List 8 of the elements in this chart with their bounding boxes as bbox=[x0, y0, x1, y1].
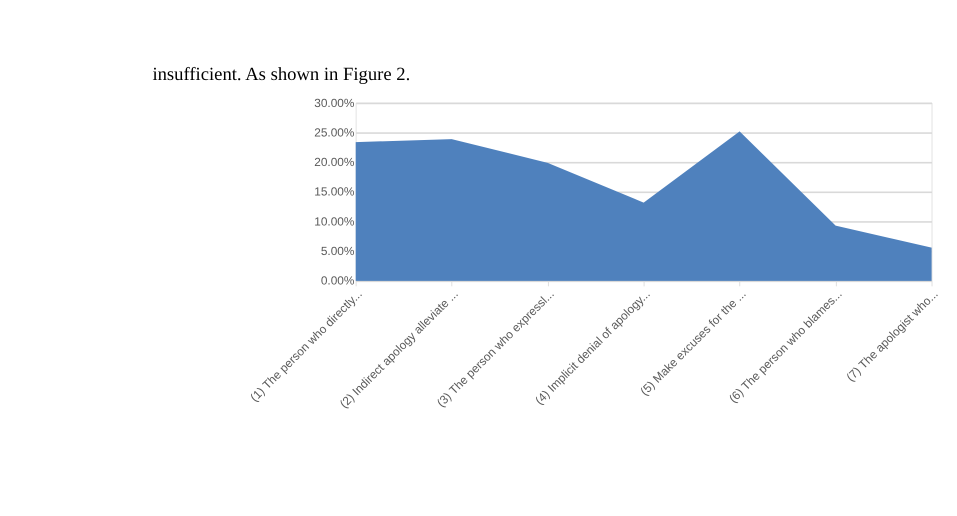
y-tick-label: 30.00% bbox=[314, 96, 355, 110]
y-tick-label: 10.00% bbox=[314, 214, 355, 228]
text: insufficient. As shown in Figure 2. bbox=[152, 64, 410, 86]
y-tick-label: 5.00% bbox=[320, 244, 355, 258]
y-tick-label: 0.00% bbox=[320, 274, 355, 288]
y-tick-label: 25.00% bbox=[314, 125, 355, 140]
y-tick-label: 20.00% bbox=[314, 155, 355, 170]
y-tick-label: 15.00% bbox=[314, 184, 355, 199]
